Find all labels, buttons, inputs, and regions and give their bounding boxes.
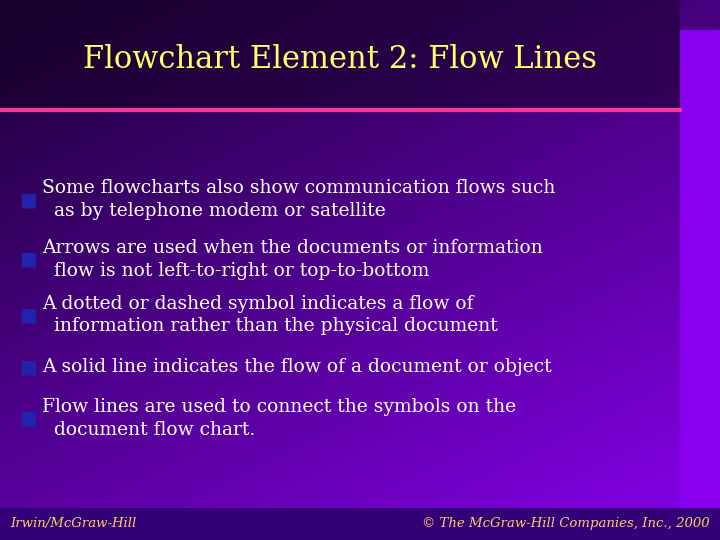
Text: ■: ■ [19,190,37,209]
Text: ■: ■ [19,409,37,428]
Bar [0,508,720,540]
Text: ■: ■ [19,249,37,269]
Text: ■: ■ [19,306,37,325]
Text: Some flowcharts also show communication flows such
  as by telephone modem or sa: Some flowcharts also show communication … [42,179,555,220]
Text: A dotted or dashed symbol indicates a flow of
  information rather than the phys: A dotted or dashed symbol indicates a fl… [42,294,498,335]
Text: Irwin/McGraw-Hill: Irwin/McGraw-Hill [10,517,136,530]
Text: © The McGraw-Hill Companies, Inc., 2000: © The McGraw-Hill Companies, Inc., 2000 [423,517,710,530]
Bar [0,0,680,110]
Bar [680,30,720,510]
Text: ■: ■ [19,357,37,376]
Text: Arrows are used when the documents or information
  flow is not left-to-right or: Arrows are used when the documents or in… [42,239,543,280]
Text: Flowchart Element 2: Flow Lines: Flowchart Element 2: Flow Lines [83,44,597,76]
Text: Flow lines are used to connect the symbols on the
  document flow chart.: Flow lines are used to connect the symbo… [42,398,516,439]
Text: A solid line indicates the flow of a document or object: A solid line indicates the flow of a doc… [42,357,552,376]
